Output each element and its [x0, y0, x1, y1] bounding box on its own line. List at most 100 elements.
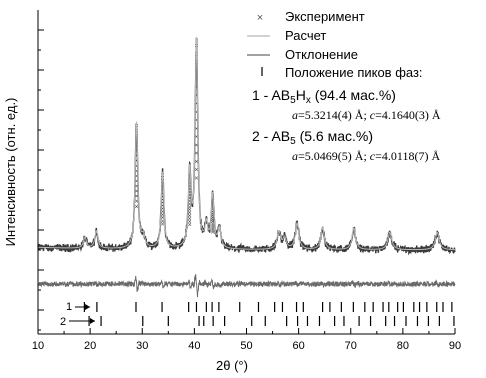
- experiment-point: ×: [211, 205, 215, 212]
- phase1-peak-ticks: [83, 302, 453, 312]
- experiment-point: ×: [134, 178, 138, 185]
- experiment-point: ×: [161, 188, 165, 195]
- experiment-point: ×: [161, 194, 165, 201]
- experiment-point: ×: [188, 213, 192, 220]
- experiment-point: ×: [161, 215, 165, 222]
- experiment-point: ×: [211, 213, 215, 220]
- x-tick-label-30: 30: [136, 340, 148, 352]
- experiment-point: ×: [194, 68, 198, 75]
- experiment-point: ×: [211, 207, 215, 214]
- experiment-point: ×: [161, 221, 165, 228]
- experiment-point: ×: [194, 118, 198, 125]
- experiment-point: ×: [161, 185, 165, 192]
- experiment-line: [37, 37, 456, 256]
- experiment-point: ×: [161, 197, 165, 204]
- experiment-point: ×: [134, 148, 138, 155]
- experiment-point: ×: [194, 159, 198, 166]
- experiment-point: ×: [194, 134, 198, 141]
- phase2-title: 2 - AB5 (5.6 мас.%): [252, 128, 373, 147]
- experiment-point: ×: [161, 212, 165, 219]
- legend-experiment: Эксперимент: [285, 9, 365, 24]
- experiment-point: ×: [188, 216, 192, 223]
- experiment-point: ×: [188, 189, 192, 196]
- experiment-point: ×: [134, 204, 138, 211]
- phase2-peak-ticks: [88, 316, 455, 326]
- experiment-point: ×: [194, 167, 198, 174]
- experiment-point: ×: [161, 182, 165, 189]
- phase-markers: 1 2: [60, 301, 95, 328]
- experiment-point: ×: [211, 200, 215, 207]
- experiment-point: ×: [194, 76, 198, 83]
- experiment-point: ×: [134, 189, 138, 196]
- experiment-markers: ××××××××××××××××××××××××××××××××××××××××…: [134, 43, 214, 237]
- experiment-point: ×: [134, 184, 138, 191]
- x-tick-label-40: 40: [188, 340, 200, 352]
- phase1-marker-label: 1: [66, 301, 72, 313]
- x-tick-label-20: 20: [84, 340, 96, 352]
- experiment-point: ×: [161, 218, 165, 225]
- x-tick-label-10: 10: [32, 340, 44, 352]
- experiment-point: ×: [211, 198, 215, 205]
- experiment-point: ×: [188, 192, 192, 199]
- legend-peaks: Положение пиков фаз:: [285, 65, 423, 80]
- experiment-point: ×: [188, 198, 192, 205]
- experiment-point: ×: [188, 184, 192, 191]
- experiment-point: ×: [194, 126, 198, 133]
- experiment-point: ×: [134, 138, 138, 145]
- experiment-point: ×: [188, 181, 192, 188]
- experiment-point: ×: [134, 158, 138, 165]
- experiment-point: ×: [161, 200, 165, 207]
- experiment-point: ×: [134, 133, 138, 140]
- experiment-point: ×: [211, 217, 215, 224]
- x-tick-label-70: 70: [345, 340, 357, 352]
- experiment-point: ×: [194, 93, 198, 100]
- diff-line: [37, 274, 456, 298]
- experiment-point: ×: [188, 201, 192, 208]
- experiment-point: ×: [194, 151, 198, 158]
- experiment-point: ×: [194, 84, 198, 91]
- axes: 10 20 30 40 50 60 70 80 90: [32, 10, 461, 352]
- experiment-point: ×: [161, 209, 165, 216]
- exp-series: [37, 37, 456, 256]
- experiment-point: ×: [211, 209, 215, 216]
- legend: × Эксперимент Расчет Отклонение Положени…: [247, 9, 441, 163]
- experiment-point: ×: [134, 194, 138, 201]
- legend-calc: Расчет: [285, 28, 326, 43]
- phase2-params: a=5.0469(5) Å; c=4.0118(7) Å: [292, 149, 440, 163]
- y-axis-label: Интенсивность (отн. ед.): [3, 98, 18, 247]
- legend-experiment-symbol: ×: [257, 12, 263, 24]
- experiment-point: ×: [161, 206, 165, 213]
- experiment-point: ×: [188, 195, 192, 202]
- x-tick-label-90: 90: [449, 340, 461, 352]
- x-ticks: 10 20 30 40 50 60 70 80 90: [32, 328, 461, 352]
- experiment-point: ×: [161, 179, 165, 186]
- x-axis-label: 2θ (°): [216, 358, 248, 373]
- calc-series: [37, 37, 456, 251]
- experiment-point: ×: [194, 101, 198, 108]
- experiment-point: ×: [194, 60, 198, 67]
- experiment-point: ×: [211, 226, 215, 233]
- experiment-point: ×: [194, 176, 198, 183]
- diff-series: [37, 274, 456, 298]
- x-tick-label-80: 80: [397, 340, 409, 352]
- experiment-point: ×: [188, 219, 192, 226]
- experiment-point: ×: [134, 143, 138, 150]
- experiment-point: ×: [194, 109, 198, 116]
- phase1-title: 1 - AB5Hx (94.4 мас.%): [252, 87, 396, 106]
- experiment-point: ×: [134, 163, 138, 170]
- experiment-point: ×: [211, 230, 215, 237]
- experiment-point: ×: [211, 221, 215, 228]
- x-tick-label-50: 50: [240, 340, 252, 352]
- phase2-arrow-head: [90, 318, 95, 324]
- phase2-marker-label: 2: [60, 316, 66, 328]
- experiment-point: ×: [211, 219, 215, 226]
- experiment-point: ×: [188, 186, 192, 193]
- calc-line: [37, 37, 456, 251]
- experiment-point: ×: [134, 173, 138, 180]
- experiment-point: ×: [188, 222, 192, 229]
- legend-diff: Отклонение: [285, 47, 358, 62]
- phase1-params: a=5.3214(4) Å; c=4.1640(3) Å: [292, 108, 441, 122]
- experiment-point: ×: [194, 142, 198, 149]
- experiment-point: ×: [211, 196, 215, 203]
- experiment-point: ×: [211, 215, 215, 222]
